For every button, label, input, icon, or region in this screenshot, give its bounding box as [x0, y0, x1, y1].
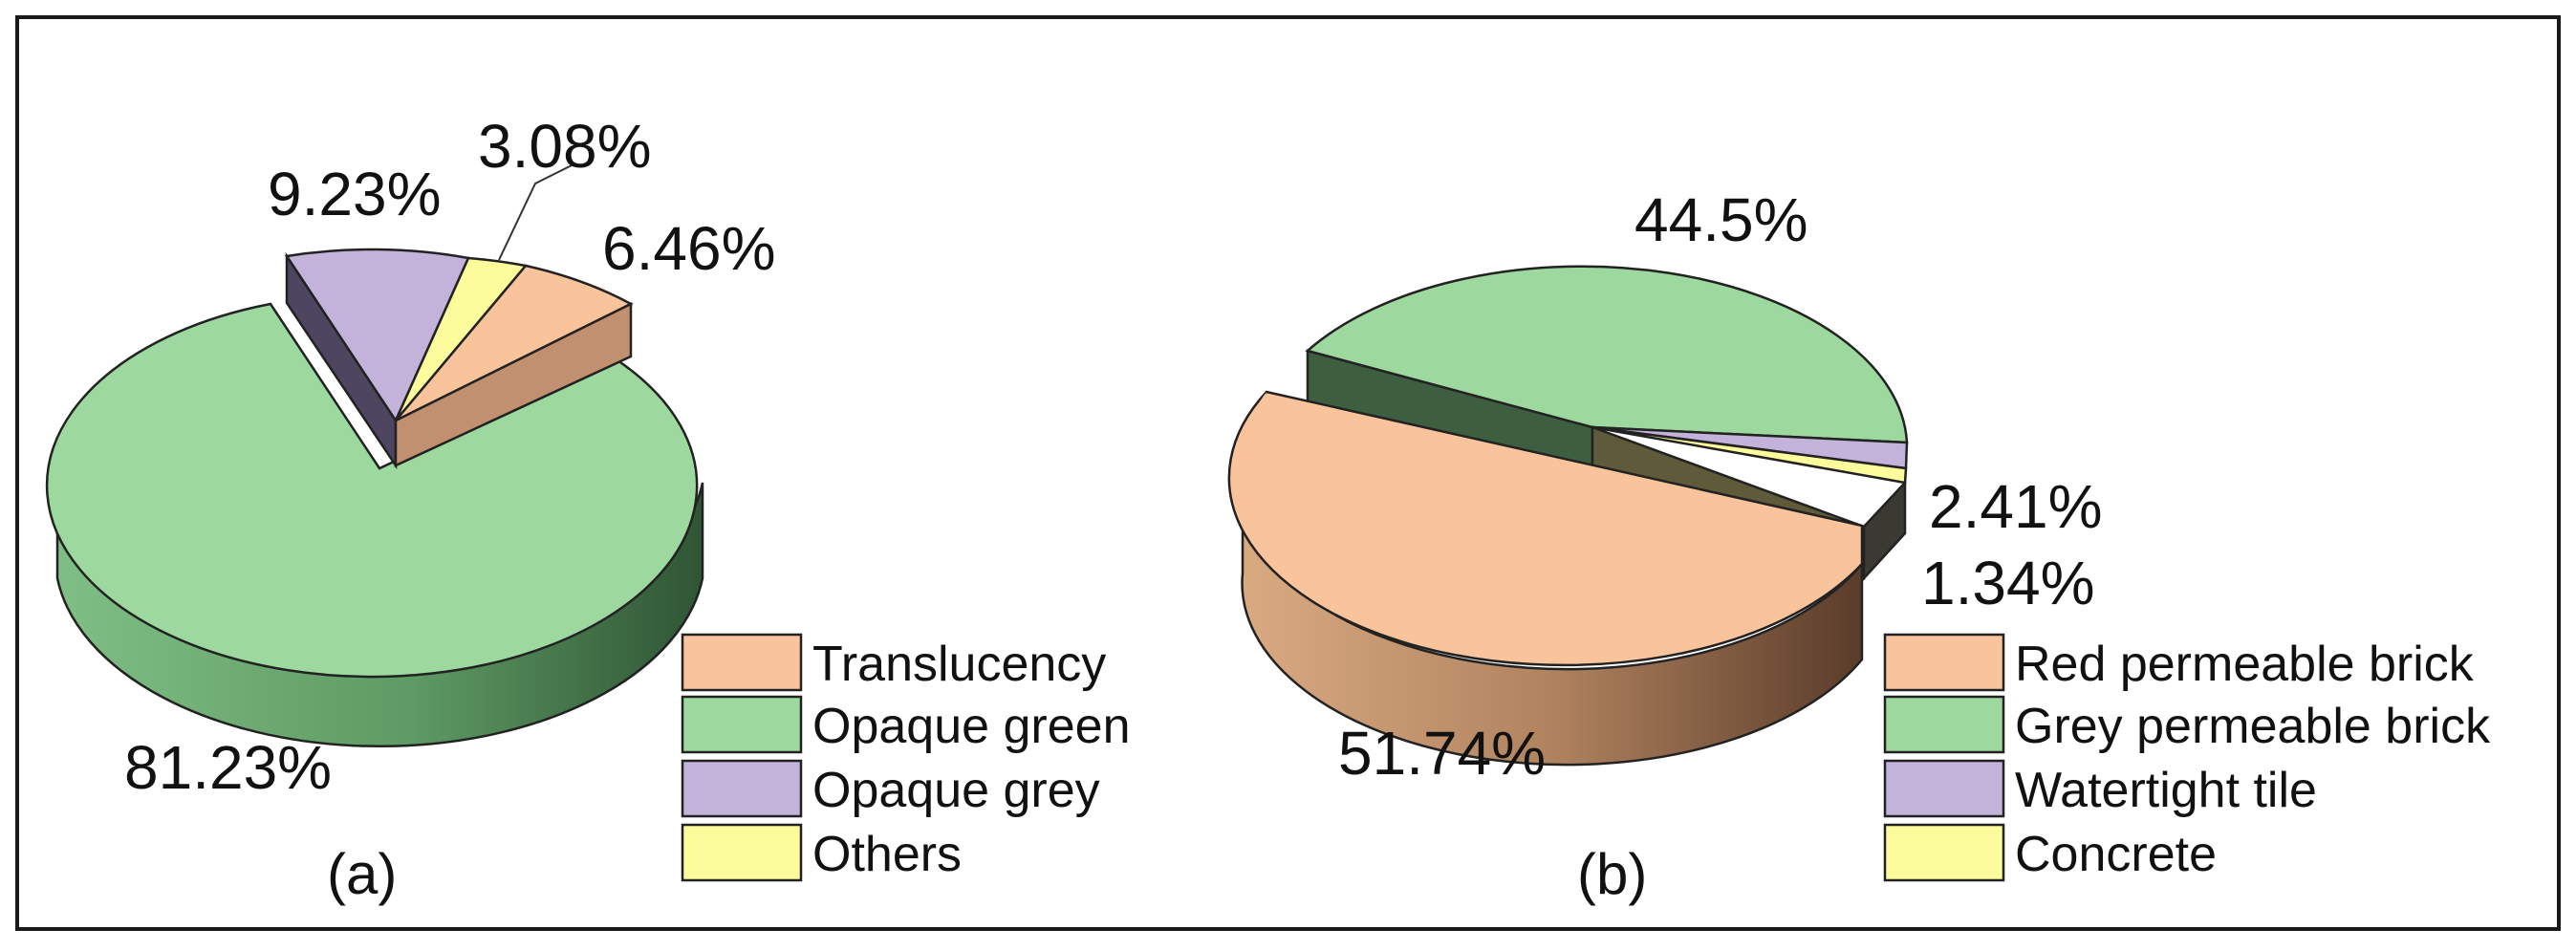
slice-red-permeable-brick-top	[1227, 390, 1864, 667]
legend-item: Concrete	[1883, 823, 2217, 882]
legend-swatch-red-permeable-brick	[1883, 633, 2005, 692]
value-label-others: 3.08%	[478, 112, 651, 181]
slice-translucency	[394, 264, 634, 467]
legend-swatch-opaque-grey	[681, 759, 803, 818]
legend-swatch-others	[681, 823, 803, 882]
legend-label-opaque-green: Opaque green	[812, 699, 1131, 754]
legend-item: Opaque green	[681, 695, 1131, 754]
legend-swatch-translucency	[681, 633, 803, 692]
legend-swatch-opaque-green	[681, 695, 803, 754]
legend-label-others: Others	[812, 827, 962, 882]
legend-label-grey-permeable-brick: Grey permeable brick	[2015, 699, 2491, 754]
legend-swatch-watertight-tile	[1883, 759, 2005, 818]
slice-translucency-top	[395, 264, 634, 422]
legend-item: Grey permeable brick	[1883, 695, 2491, 754]
panel-a: 6.46% 81.23% 9.23% 3.08% Translucency Op…	[45, 112, 1131, 906]
legend-item: Translucency	[681, 633, 1106, 692]
legend-label-concrete: Concrete	[2015, 827, 2217, 882]
slice-grey-permeable-brick-top	[1305, 265, 1909, 444]
slice-outer-face	[1862, 479, 1907, 582]
value-label-opaque-green: 81.23%	[124, 733, 332, 802]
leader-line-others	[498, 163, 574, 261]
slice-red-permeable-brick	[1227, 390, 1864, 767]
panel-b: 51.74% 44.5% 2.41% 1.34% Red permeable b…	[1227, 185, 2491, 906]
legend-item: Watertight tile	[1883, 759, 2317, 818]
legend-label-red-permeable-brick: Red permeable brick	[2015, 637, 2475, 692]
value-label-red-permeable-brick: 51.74%	[1338, 719, 1546, 788]
legend-swatch-grey-permeable-brick	[1883, 695, 2005, 754]
value-label-concrete: 1.34%	[1921, 549, 2094, 617]
panel-label-a: (a)	[327, 842, 397, 906]
legend-label-translucency: Translucency	[812, 637, 1106, 692]
legend-label-opaque-grey: Opaque grey	[812, 763, 1100, 818]
legend-a: Translucency Opaque green Opaque grey Ot…	[681, 633, 1131, 882]
value-label-grey-permeable-brick: 44.5%	[1634, 185, 1808, 254]
value-label-watertight-tile: 2.41%	[1929, 472, 2102, 541]
slice-translucency-side	[394, 301, 633, 467]
panel-label-b: (b)	[1577, 842, 1647, 906]
slice-concrete-top	[1591, 425, 1908, 485]
legend-item: Opaque grey	[681, 759, 1100, 818]
legend-swatch-concrete	[1883, 823, 2005, 882]
slice-opaque-grey-top	[284, 248, 470, 423]
value-label-translucency: 6.46%	[602, 214, 775, 283]
slice-red-permeable-brick-body	[1241, 392, 1266, 573]
legend-item: Red permeable brick	[1883, 633, 2475, 692]
value-label-opaque-grey: 9.23%	[268, 160, 441, 228]
legend-item: Others	[681, 823, 962, 882]
legend-label-watertight-tile: Watertight tile	[2015, 763, 2317, 818]
legend-b: Red permeable brick Grey permeable brick…	[1883, 633, 2491, 882]
